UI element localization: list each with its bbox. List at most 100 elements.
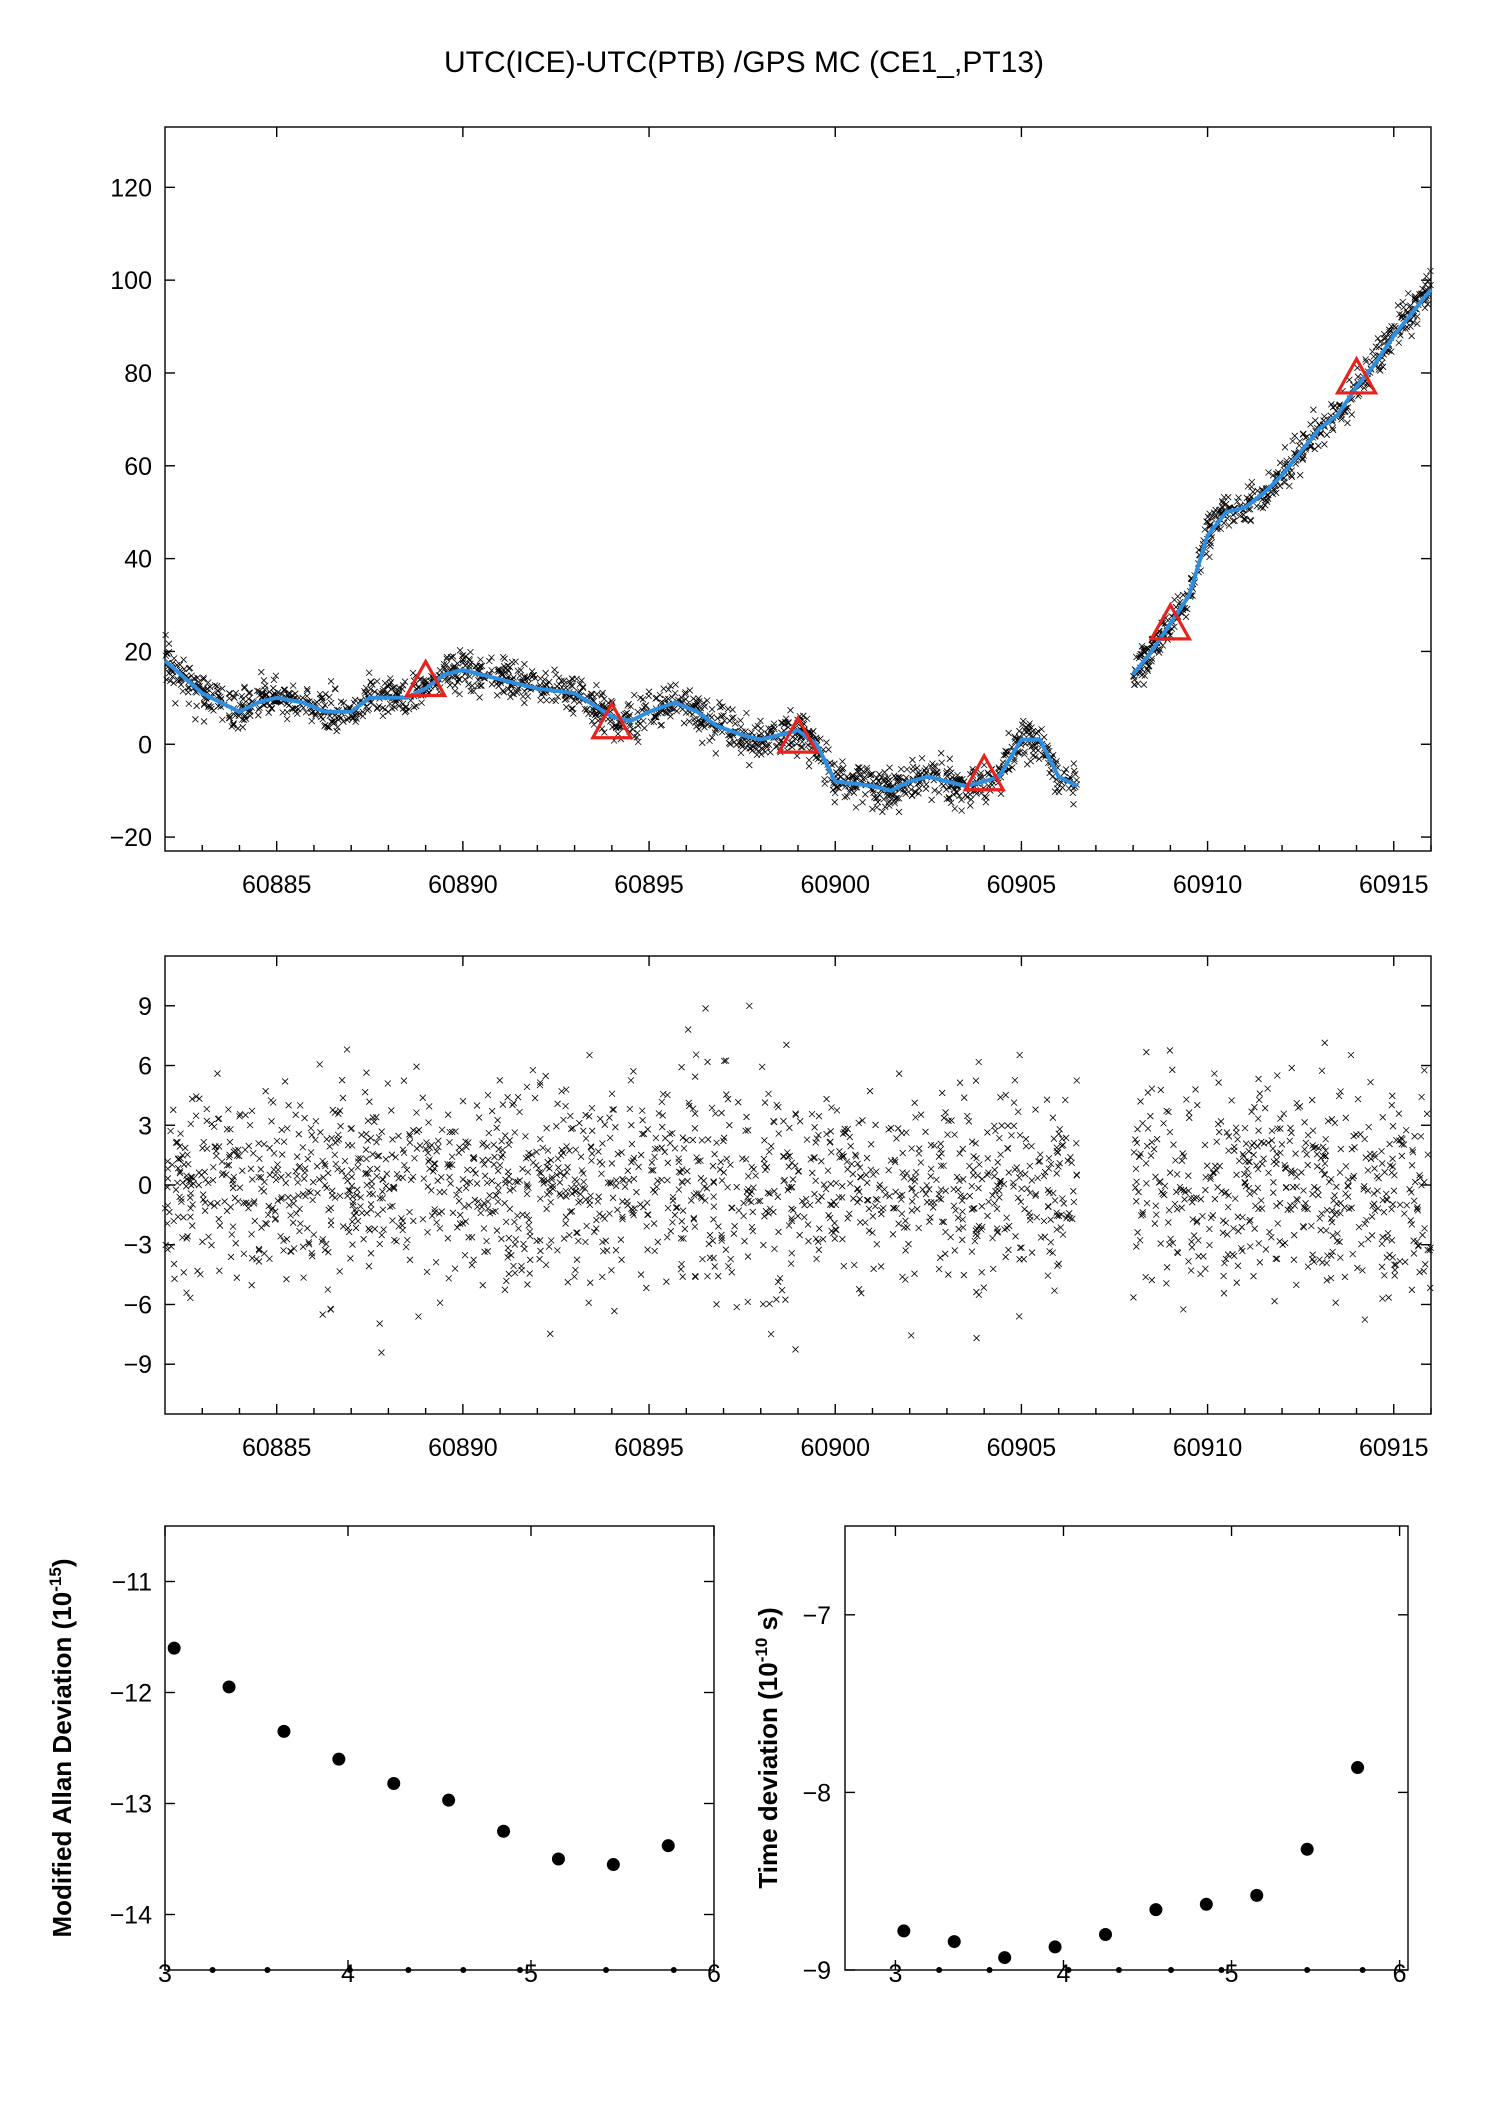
res-data-point — [477, 1209, 484, 1217]
ts-data-point — [230, 720, 237, 727]
ts-data-point — [240, 716, 248, 724]
res-data-point — [249, 1149, 257, 1157]
res-data-point — [560, 1116, 567, 1124]
res-data-point — [518, 1266, 525, 1274]
res-data-point — [1058, 1142, 1065, 1150]
ts-data-point — [645, 688, 653, 695]
ts-data-point — [703, 697, 711, 704]
res-data-point — [373, 1172, 381, 1180]
res-data-point — [367, 1250, 375, 1257]
res-data-point — [996, 1194, 1003, 1201]
ts-data-point — [1220, 519, 1228, 527]
ts-data-point — [767, 725, 775, 733]
res-data-point — [1409, 1146, 1416, 1154]
res-data-point — [808, 1110, 816, 1118]
res-data-point — [376, 1194, 384, 1202]
ts-data-point — [588, 690, 596, 698]
res-data-point — [337, 1122, 344, 1130]
res-data-point — [395, 1132, 402, 1140]
res-data-point — [248, 1230, 255, 1238]
res-data-point — [1032, 1192, 1039, 1200]
res-data-point — [758, 1063, 766, 1071]
res-data-point — [406, 1132, 414, 1140]
ts-data-point — [692, 719, 699, 726]
ts-data-point — [1407, 302, 1414, 309]
res-data-point — [648, 1167, 655, 1174]
res-data-point — [493, 1124, 501, 1132]
res-data-point — [1419, 1231, 1426, 1239]
res-data-point — [786, 1124, 793, 1132]
res-data-point — [637, 1271, 645, 1278]
res-data-point — [261, 1250, 268, 1257]
res-data-point — [1170, 1141, 1177, 1148]
res-data-point — [761, 1213, 768, 1220]
res-data-point — [637, 1151, 645, 1159]
ts-data-point — [476, 694, 483, 701]
res-data-point — [911, 1270, 918, 1277]
ts-data-point — [729, 706, 736, 713]
res-data-point — [857, 1173, 864, 1181]
tdev-period-marker — [1304, 1967, 1311, 1973]
res-data-point — [358, 1209, 366, 1217]
res-data-point — [1188, 1238, 1195, 1245]
res-data-point — [164, 1158, 171, 1165]
ts-data-point — [873, 804, 881, 811]
ts-data-point — [1281, 479, 1289, 486]
ts-data-point — [1070, 767, 1078, 775]
res-data-point — [1271, 1297, 1278, 1305]
res-data-point — [177, 1130, 184, 1137]
ts-data-point — [563, 703, 570, 711]
res-data-point — [1022, 1142, 1030, 1150]
res-data-point — [1035, 1158, 1042, 1165]
time-series-panel: 60885 60890 60895 60900 60905 60910 60915−2002… — [110, 126, 1434, 899]
res-data-point — [599, 1238, 606, 1246]
res-data-point — [612, 1182, 620, 1190]
res-data-point — [536, 1081, 544, 1089]
ts-data-point — [283, 715, 291, 723]
res-data-point — [1157, 1086, 1165, 1094]
res-data-point — [426, 1144, 434, 1151]
res-data-point — [488, 1177, 496, 1185]
ts-data-point — [751, 724, 759, 731]
res-data-point — [1314, 1185, 1321, 1193]
res-data-point — [950, 1185, 957, 1193]
res-data-point — [893, 1135, 900, 1142]
res-data-point — [1270, 1158, 1278, 1166]
res-data-point — [1336, 1169, 1344, 1176]
res-data-point — [955, 1225, 963, 1233]
res-data-point — [364, 1117, 372, 1125]
ts-data-point — [1028, 743, 1035, 751]
res-y-tick-label: −3 — [123, 1232, 152, 1260]
ts-data-point — [652, 695, 659, 702]
ts-data-point — [1398, 311, 1406, 319]
res-data-point — [937, 1186, 945, 1193]
ts-data-point — [1009, 764, 1016, 771]
res-data-point — [266, 1144, 273, 1152]
res-data-point — [347, 1125, 354, 1133]
res-data-point — [299, 1243, 307, 1251]
res-data-point — [444, 1111, 452, 1118]
res-data-point — [1274, 1072, 1281, 1079]
res-data-point — [749, 1227, 757, 1235]
res-data-point — [1257, 1197, 1265, 1204]
ts-data-point — [821, 776, 828, 783]
ts-data-point — [728, 714, 736, 722]
res-data-point — [1014, 1108, 1022, 1116]
ts-data-point — [1061, 769, 1068, 776]
res-data-point — [464, 1139, 472, 1146]
res-data-point — [300, 1274, 307, 1281]
ts-data-point — [340, 699, 348, 707]
res-data-point — [971, 1237, 979, 1245]
ts-data-point — [1138, 643, 1146, 650]
res-data-point — [861, 1219, 869, 1226]
res-data-point — [505, 1141, 512, 1149]
ts-data-point — [686, 718, 693, 725]
res-data-point — [1169, 1066, 1176, 1074]
res-data-point — [497, 1154, 505, 1161]
res-data-point — [490, 1161, 498, 1168]
ts-data-point — [997, 790, 1005, 798]
res-data-point — [1202, 1186, 1209, 1194]
res-data-point — [925, 1186, 933, 1193]
ts-data-point — [682, 709, 690, 716]
